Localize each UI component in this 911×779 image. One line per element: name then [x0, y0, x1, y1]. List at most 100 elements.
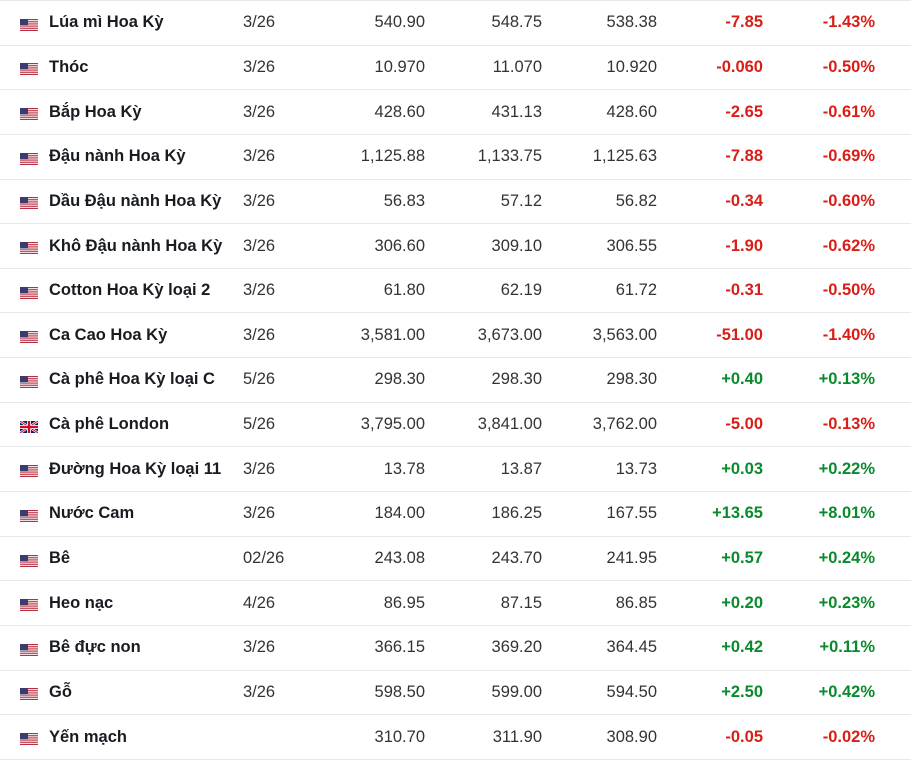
last-price: 56.83	[383, 191, 425, 210]
name-cell: Đường Hoa Kỳ loại 11	[0, 460, 243, 479]
low-price: 241.95	[606, 549, 657, 567]
commodity-name-link[interactable]: Gỗ	[49, 682, 72, 701]
name-cell: Ca Cao Hoa Kỳ	[0, 326, 243, 345]
table-row: Đậu nành Hoa Kỳ 3/26 1,125.88 1,133.75 1…	[0, 135, 911, 180]
high-price: 243.70	[491, 549, 542, 567]
commodities-table: Lúa mì Hoa Kỳ 3/26 540.90 548.75 538.38 …	[0, 0, 911, 760]
change-value: +0.57	[721, 549, 763, 567]
name-cell: Nước Cam	[0, 504, 243, 523]
commodity-name-link[interactable]: Đường Hoa Kỳ loại 11	[49, 459, 222, 478]
change-percent: -0.60%	[822, 191, 875, 210]
name-cell: Cà phê Hoa Kỳ loại C	[0, 370, 243, 389]
last-price: 1,125.88	[360, 147, 425, 166]
change-percent: +0.42%	[818, 682, 875, 701]
high-price: 431.13	[491, 102, 542, 121]
table-row: Nước Cam 3/26 184.00 186.25 167.55 +13.6…	[0, 492, 911, 537]
last-price: 428.60	[374, 102, 425, 121]
high-price: 548.75	[491, 13, 542, 32]
last-price: 598.50	[374, 682, 425, 701]
us-flag-icon	[20, 508, 38, 522]
contract-month: 3/26	[243, 13, 276, 32]
high-price: 57.12	[500, 191, 542, 210]
uk-flag-icon	[19, 419, 39, 434]
commodity-name-link[interactable]: Yến mạch	[49, 727, 127, 746]
table-row: Đường Hoa Kỳ loại 11 3/26 13.78 13.87 13…	[0, 447, 911, 493]
contract-month: 3/26	[243, 236, 276, 255]
table-row: Cà phê Hoa Kỳ loại C 5/26 298.30 298.30 …	[0, 358, 911, 403]
contract-month: 3/26	[243, 57, 276, 76]
change-percent: -1.40%	[822, 325, 875, 344]
low-price: 13.73	[615, 459, 657, 478]
commodity-name-link[interactable]: Bê	[49, 549, 71, 567]
commodity-name-link[interactable]: Ca Cao Hoa Kỳ	[49, 325, 168, 344]
us-flag-icon	[20, 374, 38, 388]
commodity-name-link[interactable]: Cà phê Hoa Kỳ loại C	[49, 370, 215, 389]
table-row: Cà phê London 5/26 3,795.00 3,841.00 3,7…	[0, 403, 911, 448]
change-percent: +0.24%	[818, 549, 875, 567]
change-value: -1.90	[725, 236, 763, 255]
high-price: 369.20	[491, 638, 542, 657]
high-price: 1,133.75	[477, 147, 542, 166]
change-percent: +0.22%	[818, 459, 875, 478]
table-row: Bê 02/26 243.08 243.70 241.95 +0.57 +0.2…	[0, 537, 911, 582]
commodity-name-link[interactable]: Cà phê London	[49, 415, 170, 434]
contract-month: 5/26	[243, 370, 276, 389]
name-cell: Thóc	[0, 58, 243, 77]
table-row: Khô Đậu nành Hoa Kỳ 3/26 306.60 309.10 3…	[0, 224, 911, 269]
high-price: 87.15	[500, 593, 542, 612]
change-value: +2.50	[721, 682, 763, 701]
commodity-name-link[interactable]: Dầu Đậu nành Hoa Kỳ	[49, 191, 222, 210]
high-price: 186.25	[491, 504, 542, 523]
last-price: 310.70	[374, 727, 425, 746]
high-price: 11.070	[492, 57, 542, 76]
us-flag-icon	[20, 17, 38, 31]
contract-month: 3/26	[243, 682, 276, 701]
commodity-name-link[interactable]: Đậu nành Hoa Kỳ	[49, 147, 186, 166]
low-price: 306.55	[606, 236, 657, 255]
low-price: 428.60	[606, 102, 657, 121]
us-flag-icon	[20, 731, 38, 746]
commodity-name-link[interactable]: Thóc	[49, 57, 89, 76]
high-price: 311.90	[492, 727, 542, 746]
commodity-name-link[interactable]: Nước Cam	[49, 504, 135, 523]
change-percent: -0.50%	[822, 281, 875, 300]
low-price: 10.920	[606, 57, 657, 76]
commodity-name-link[interactable]: Bắp Hoa Kỳ	[49, 102, 142, 121]
change-value: +0.20	[721, 593, 763, 612]
change-value: -5.00	[725, 415, 763, 434]
name-cell: Lúa mì Hoa Kỳ	[0, 13, 243, 32]
table-row: Bắp Hoa Kỳ 3/26 428.60 431.13 428.60 -2.…	[0, 90, 911, 135]
low-price: 56.82	[615, 191, 657, 210]
commodity-name-link[interactable]: Bê đực non	[49, 638, 141, 657]
us-flag-icon	[20, 597, 38, 612]
commodity-name-link[interactable]: Cotton Hoa Kỳ loại 2	[49, 281, 211, 300]
high-price: 3,673.00	[477, 325, 542, 344]
last-price: 86.95	[383, 593, 425, 612]
commodity-name-link[interactable]: Heo nạc	[49, 593, 114, 612]
table-row: Gỗ 3/26 598.50 599.00 594.50 +2.50 +0.42…	[0, 671, 911, 716]
low-price: 308.90	[606, 727, 657, 746]
low-price: 538.38	[606, 13, 657, 32]
table-row: Thóc 3/26 10.970 11.070 10.920 -0.060 -0…	[0, 46, 911, 91]
contract-month: 5/26	[243, 415, 276, 434]
high-price: 599.00	[491, 682, 542, 701]
name-cell: Bê đực non	[0, 638, 243, 657]
low-price: 298.30	[606, 370, 657, 389]
change-percent: +0.11%	[819, 638, 875, 657]
change-value: -0.05	[725, 727, 763, 746]
low-price: 61.72	[615, 281, 657, 300]
commodity-name-link[interactable]: Lúa mì Hoa Kỳ	[49, 13, 164, 32]
contract-month: 3/26	[243, 638, 276, 657]
contract-month: 3/26	[243, 191, 276, 210]
last-price: 243.08	[374, 549, 425, 567]
change-value: -0.060	[716, 57, 763, 76]
low-price: 167.55	[606, 504, 657, 523]
last-price: 3,581.00	[360, 325, 425, 344]
commodity-name-link[interactable]: Khô Đậu nành Hoa Kỳ	[49, 236, 223, 255]
contract-month: 3/26	[243, 147, 276, 166]
change-percent: +0.13%	[818, 370, 875, 389]
change-percent: -0.69%	[822, 147, 875, 166]
us-flag-icon	[20, 463, 38, 478]
high-price: 298.30	[491, 370, 542, 389]
last-price: 10.970	[374, 57, 425, 76]
